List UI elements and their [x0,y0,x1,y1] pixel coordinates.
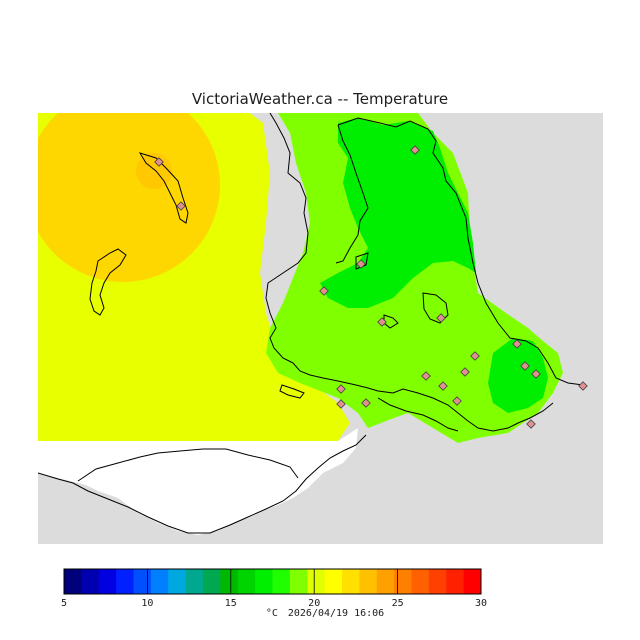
legend-tick-label: 25 [392,598,404,609]
legend-color-box [185,569,204,594]
station-marker[interactable] [470,351,480,361]
legend-color-box [428,569,447,594]
temperature-legend: 5 10 15 20 25 30 [61,568,487,609]
station-marker[interactable] [526,419,536,429]
legend-color-box [237,569,256,594]
legend-color-box [463,569,482,594]
station-marker[interactable] [336,399,346,409]
station-marker[interactable] [438,381,448,391]
legend-color-box [168,569,187,594]
station-marker[interactable] [176,201,186,211]
legend-color-box [394,569,412,594]
legend-color-bar [63,568,482,595]
station-marker[interactable] [319,286,329,296]
legend-color-box [255,569,273,594]
station-marker[interactable] [578,381,588,391]
station-marker[interactable] [421,371,431,381]
legend-tick-label: 30 [475,598,487,609]
station-marker[interactable] [460,367,470,377]
station-marker[interactable] [356,259,366,269]
legend-color-box [342,569,360,594]
legend-color-box [446,569,465,594]
legend-color-box [307,569,326,594]
zone-orange-core [136,153,172,189]
legend-color-box [81,569,100,594]
weather-stations [154,145,588,429]
station-marker[interactable] [512,339,522,349]
zone-green-east [488,338,548,413]
unit-label: °C [265,608,278,619]
legend-color-box [133,569,152,594]
legend-color-box [203,569,221,594]
station-marker[interactable] [436,313,446,323]
legend-tick-label: 15 [225,598,237,609]
legend-color-box [411,569,430,594]
legend-color-box [150,569,169,594]
coastlines [38,113,584,534]
legend-color-box [116,569,134,594]
legend-color-box [376,569,395,594]
legend-color-box [324,569,343,594]
legend-color-box [272,569,291,594]
legend-color-box [98,569,117,594]
station-marker[interactable] [410,145,420,155]
legend-color-box [64,569,82,594]
legend-color-box [289,569,308,594]
legend-ticks: 5 10 15 20 25 30 [61,569,487,609]
legend-tick-label: 20 [308,598,320,609]
zone-green-north [320,118,476,308]
temperature-map[interactable] [38,113,603,544]
legend-color-box [359,569,378,594]
legend-tick-label: 10 [141,598,153,609]
timestamp-label: 2026/04/19 16:06 [287,608,385,619]
station-marker[interactable] [361,398,371,408]
station-marker[interactable] [531,369,541,379]
map-title: VictoriaWeather.ca -- Temperature [191,90,449,108]
station-marker[interactable] [452,396,462,406]
station-marker[interactable] [520,361,530,371]
station-marker[interactable] [336,384,346,394]
water-strait-olympic [78,448,298,533]
station-marker[interactable] [377,317,387,327]
legend-tick-label: 5 [61,598,67,609]
legend-footer: °C 2026/04/19 16:06 [0,608,640,619]
zone-orange [38,113,220,282]
legend-color-box [220,569,239,594]
station-marker[interactable] [154,157,164,167]
